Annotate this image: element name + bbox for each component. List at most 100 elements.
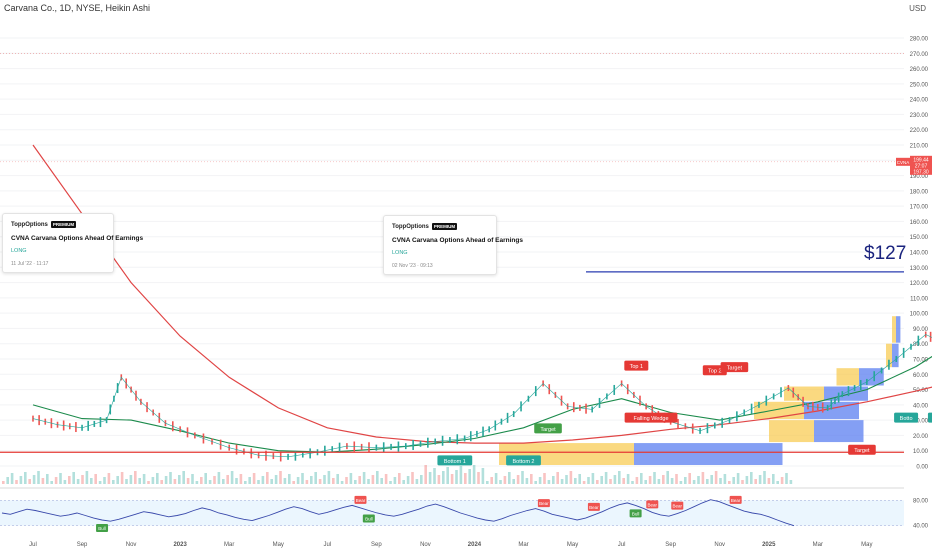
volume-bar xyxy=(736,473,740,484)
x-tick-label: Nov xyxy=(126,542,137,548)
volume-bar xyxy=(340,481,344,484)
volume-bar xyxy=(776,481,779,484)
idea-card-1[interactable]: ToppOptions PREMIUM CVNA Carvana Options … xyxy=(2,213,143,273)
volume-bar xyxy=(129,475,133,484)
currency-label: USD xyxy=(909,4,926,13)
y-tick-label: 70.00 xyxy=(913,358,929,364)
volume-bar xyxy=(613,475,617,484)
volume-bar xyxy=(728,481,731,484)
volume-bar xyxy=(98,481,102,484)
volume-bar xyxy=(547,480,551,484)
volume-bar xyxy=(239,474,243,484)
volume-bar xyxy=(415,479,419,484)
signal-label: Bear xyxy=(673,504,683,509)
volume-bar xyxy=(516,475,520,484)
volume-bar xyxy=(670,478,674,484)
signal-badge xyxy=(729,495,742,504)
volume-bar xyxy=(486,481,489,484)
volume-bar xyxy=(750,472,753,484)
signal-label: Bull xyxy=(365,516,373,521)
pattern-label: Botto xyxy=(900,416,913,422)
idea-card-2[interactable]: ToppOptions PREMIUM CVNA Carvana Options … xyxy=(383,215,523,275)
y-tick-label: 0.00 xyxy=(916,465,928,471)
volume-bar xyxy=(428,472,432,484)
y-tick-label: 150.00 xyxy=(910,235,929,241)
y-tick-label: 170.00 xyxy=(910,205,929,211)
signal-badge xyxy=(671,501,684,510)
volume-bar xyxy=(296,477,300,484)
price-badge-text: 27:07 xyxy=(915,163,928,169)
volume-bar xyxy=(706,479,709,484)
volume-bar xyxy=(371,475,375,484)
volume-bar xyxy=(446,467,449,484)
volume-bar xyxy=(767,478,771,484)
y-tick-label: 190.00 xyxy=(910,174,929,180)
volume-profile-bar xyxy=(634,443,783,465)
volume-bar xyxy=(481,468,485,484)
volume-bar xyxy=(772,474,775,484)
x-tick-label: Mar xyxy=(518,542,528,548)
volume-bar xyxy=(200,477,203,484)
volume-bar xyxy=(257,480,260,484)
volume-bar xyxy=(640,473,643,484)
volume-bar xyxy=(107,473,111,484)
y-tick-label: 60.00 xyxy=(913,373,929,379)
pattern-label-box xyxy=(624,412,678,423)
x-tick-label: Nov xyxy=(714,542,725,548)
volume-bar xyxy=(134,471,137,484)
y-tick-label: 270.00 xyxy=(910,52,929,58)
volume-bar xyxy=(679,481,683,484)
x-tick-label: 2023 xyxy=(173,542,187,548)
y-tick-label: 40.00 xyxy=(913,403,929,409)
volume-bar xyxy=(701,472,705,484)
volume-bar xyxy=(283,478,287,484)
volume-bar xyxy=(758,475,762,484)
volume-bar xyxy=(37,471,40,484)
pattern-label-box xyxy=(624,360,649,371)
pattern-label: Top 2 xyxy=(708,369,721,375)
pattern-label-box xyxy=(437,455,473,466)
idea-title: CVNA Carvana Options Ahead Of Earnings xyxy=(11,235,144,242)
volume-bar xyxy=(472,465,476,484)
volume-bar xyxy=(552,476,555,484)
y-tick-label: 160.00 xyxy=(910,220,929,226)
pattern-label-box xyxy=(720,362,749,373)
pattern-label: Target xyxy=(540,427,556,433)
volume-bar xyxy=(569,471,573,484)
volume-bar xyxy=(675,474,678,484)
volume-bar xyxy=(182,471,185,484)
x-tick-label: Sep xyxy=(77,542,88,548)
volume-bar xyxy=(455,470,458,484)
volume-bar xyxy=(336,474,339,484)
x-tick-label: 2024 xyxy=(468,542,482,548)
volume-bar xyxy=(354,480,357,484)
pattern-label-box xyxy=(506,455,541,466)
x-tick-label: Mar xyxy=(224,542,234,548)
symbol-badge xyxy=(896,157,910,166)
volume-bar xyxy=(32,475,36,484)
volume-bar xyxy=(719,478,722,484)
x-tick-label: Jul xyxy=(618,542,626,548)
volume-bar xyxy=(367,479,370,484)
projection-price-label: $127 xyxy=(864,243,907,264)
pattern-label: Top 1 xyxy=(630,364,643,370)
idea-timestamp: 02 Nov '23 · 09:13 xyxy=(392,263,433,269)
volume-bar xyxy=(138,478,141,484)
volume-bar xyxy=(94,474,97,484)
volume-bar xyxy=(301,473,304,484)
y-tick-label: 140.00 xyxy=(910,251,929,257)
volume-bar xyxy=(24,472,27,484)
volume-bar xyxy=(358,476,361,484)
y-tick-label: 230.00 xyxy=(910,113,929,119)
volume-bar xyxy=(745,476,749,484)
volume-bar xyxy=(450,474,454,484)
volume-bar xyxy=(714,471,718,484)
signal-label: Bull xyxy=(98,526,106,531)
volume-bar xyxy=(142,474,146,484)
volume-bar xyxy=(785,473,788,484)
volume-bar xyxy=(635,477,639,484)
y-tick-label: 100.00 xyxy=(910,312,929,318)
volume-bar xyxy=(217,472,221,484)
volume-bar xyxy=(538,477,542,484)
